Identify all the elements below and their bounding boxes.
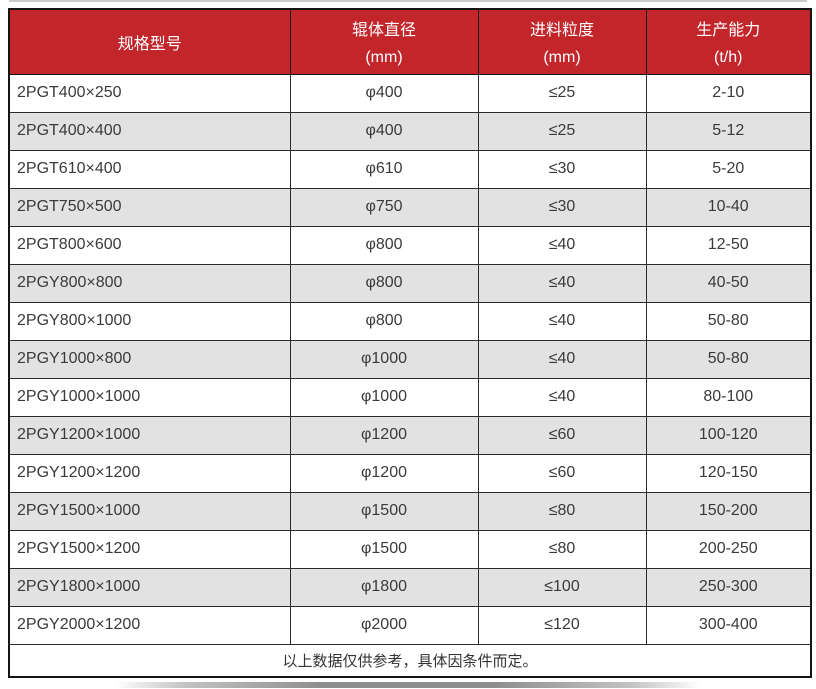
- cell-capacity: 250-300: [645, 567, 812, 607]
- cell-model: 2PGY1500×1000: [8, 491, 291, 531]
- table-row: 2PGY800×800 φ800 ≤40 40-50: [8, 263, 812, 303]
- cell-model: 2PGY1000×800: [8, 339, 291, 379]
- cell-capacity: 40-50: [645, 263, 812, 303]
- cell-roller-diameter: φ400: [289, 111, 479, 151]
- cell-feed-size: ≤40: [477, 263, 647, 303]
- bottom-shadow: [115, 682, 701, 688]
- cell-model: 2PGY1800×1000: [8, 567, 291, 607]
- table-row: 2PGY1200×1200 φ1200 ≤60 120-150: [8, 453, 812, 493]
- top-divider: [9, 0, 807, 2]
- table-row: 2PGT400×250 φ400 ≤25 2-10: [8, 73, 812, 113]
- cell-model: 2PGT610×400: [8, 149, 291, 189]
- cell-model: 2PGY1000×1000: [8, 377, 291, 417]
- cell-capacity: 10-40: [645, 187, 812, 227]
- header-row: 规格型号 辊体直径 (mm) 进料粒度 (mm): [8, 8, 812, 75]
- cell-capacity: 300-400: [645, 605, 812, 645]
- cell-roller-diameter: φ1200: [289, 453, 479, 493]
- cell-capacity: 100-120: [645, 415, 812, 455]
- table-row: 2PGT750×500 φ750 ≤30 10-40: [8, 187, 812, 227]
- cell-model: 2PGY800×1000: [8, 301, 291, 341]
- table-row: 2PGT400×400 φ400 ≤25 5-12: [8, 111, 812, 151]
- cell-capacity: 50-80: [645, 339, 812, 379]
- cell-feed-size: ≤40: [477, 377, 647, 417]
- cell-feed-size: ≤40: [477, 339, 647, 379]
- cell-roller-diameter: φ750: [289, 187, 479, 227]
- cell-roller-diameter: φ610: [289, 149, 479, 189]
- col-header-capacity: 生产能力 (t/h): [645, 8, 812, 75]
- col-header-label: 进料粒度: [529, 22, 594, 40]
- cell-roller-diameter: φ1000: [289, 339, 479, 379]
- col-header-unit: (mm): [543, 49, 581, 67]
- table-row: 2PGT610×400 φ610 ≤30 5-20: [8, 149, 812, 189]
- col-header-feed-size: 进料粒度 (mm): [477, 8, 647, 75]
- cell-model: 2PGT800×600: [8, 225, 291, 265]
- col-header-model: 规格型号: [8, 8, 291, 75]
- cell-roller-diameter: φ800: [289, 263, 479, 303]
- cell-feed-size: ≤60: [477, 453, 647, 493]
- cell-capacity: 5-20: [645, 149, 812, 189]
- table-row: 2PGY1000×1000 φ1000 ≤40 80-100: [8, 377, 812, 417]
- table-row: 2PGT800×600 φ800 ≤40 12-50: [8, 225, 812, 265]
- cell-model: 2PGY800×800: [8, 263, 291, 303]
- col-header-unit: (t/h): [714, 49, 743, 67]
- cell-feed-size: ≤25: [477, 111, 647, 151]
- cell-feed-size: ≤60: [477, 415, 647, 455]
- table-row: 2PGY800×1000 φ800 ≤40 50-80: [8, 301, 812, 341]
- cell-capacity: 50-80: [645, 301, 812, 341]
- cell-capacity: 200-250: [645, 529, 812, 569]
- cell-capacity: 2-10: [645, 73, 812, 113]
- cell-capacity: 5-12: [645, 111, 812, 151]
- cell-model: 2PGY2000×1200: [8, 605, 291, 645]
- cell-model: 2PGT400×250: [8, 73, 291, 113]
- table-header: 规格型号 辊体直径 (mm) 进料粒度 (mm): [8, 8, 812, 75]
- cell-feed-size: ≤40: [477, 301, 647, 341]
- cell-roller-diameter: φ1800: [289, 567, 479, 607]
- col-header-label: 生产能力: [696, 22, 761, 40]
- cell-capacity: 80-100: [645, 377, 812, 417]
- table-row: 2PGY1500×1200 φ1500 ≤80 200-250: [8, 529, 812, 569]
- table-row: 2PGY1800×1000 φ1800 ≤100 250-300: [8, 567, 812, 607]
- footnote-row: 以上数据仅供参考，具体因条件而定。: [8, 643, 812, 678]
- cell-feed-size: ≤40: [477, 225, 647, 265]
- cell-feed-size: ≤80: [477, 529, 647, 569]
- table-row: 2PGY1000×800 φ1000 ≤40 50-80: [8, 339, 812, 379]
- cell-model: 2PGT750×500: [8, 187, 291, 227]
- table-footer: 以上数据仅供参考，具体因条件而定。: [8, 643, 812, 678]
- cell-roller-diameter: φ1500: [289, 529, 479, 569]
- cell-model: 2PGY1200×1200: [8, 453, 291, 493]
- cell-model: 2PGY1500×1200: [8, 529, 291, 569]
- cell-feed-size: ≤30: [477, 187, 647, 227]
- table-row: 2PGY1200×1000 φ1200 ≤60 100-120: [8, 415, 812, 455]
- col-header-roller-diameter: 辊体直径 (mm): [289, 8, 479, 75]
- cell-roller-diameter: φ1200: [289, 415, 479, 455]
- cell-feed-size: ≤30: [477, 149, 647, 189]
- col-header-label: 规格型号: [117, 35, 182, 53]
- cell-roller-diameter: φ800: [289, 225, 479, 265]
- table-row: 2PGY1500×1000 φ1500 ≤80 150-200: [8, 491, 812, 531]
- cell-roller-diameter: φ2000: [289, 605, 479, 645]
- cell-feed-size: ≤25: [477, 73, 647, 113]
- cell-feed-size: ≤80: [477, 491, 647, 531]
- cell-roller-diameter: φ800: [289, 301, 479, 341]
- cell-roller-diameter: φ400: [289, 73, 479, 113]
- cell-capacity: 120-150: [645, 453, 812, 493]
- cell-roller-diameter: φ1000: [289, 377, 479, 417]
- cell-model: 2PGT400×400: [8, 111, 291, 151]
- spec-table: 规格型号 辊体直径 (mm) 进料粒度 (mm): [8, 8, 812, 678]
- cell-capacity: 12-50: [645, 225, 812, 265]
- col-header-unit: (mm): [365, 49, 403, 67]
- col-header-label: 辊体直径: [351, 22, 416, 40]
- table-body: 2PGT400×250 φ400 ≤25 2-10 2PGT400×400 φ4…: [8, 73, 812, 645]
- cell-feed-size: ≤100: [477, 567, 647, 607]
- cell-feed-size: ≤120: [477, 605, 647, 645]
- cell-roller-diameter: φ1500: [289, 491, 479, 531]
- cell-capacity: 150-200: [645, 491, 812, 531]
- table-footnote: 以上数据仅供参考，具体因条件而定。: [8, 643, 812, 678]
- spec-table-container: 规格型号 辊体直径 (mm) 进料粒度 (mm): [8, 8, 812, 678]
- cell-model: 2PGY1200×1000: [8, 415, 291, 455]
- table-row: 2PGY2000×1200 φ2000 ≤120 300-400: [8, 605, 812, 645]
